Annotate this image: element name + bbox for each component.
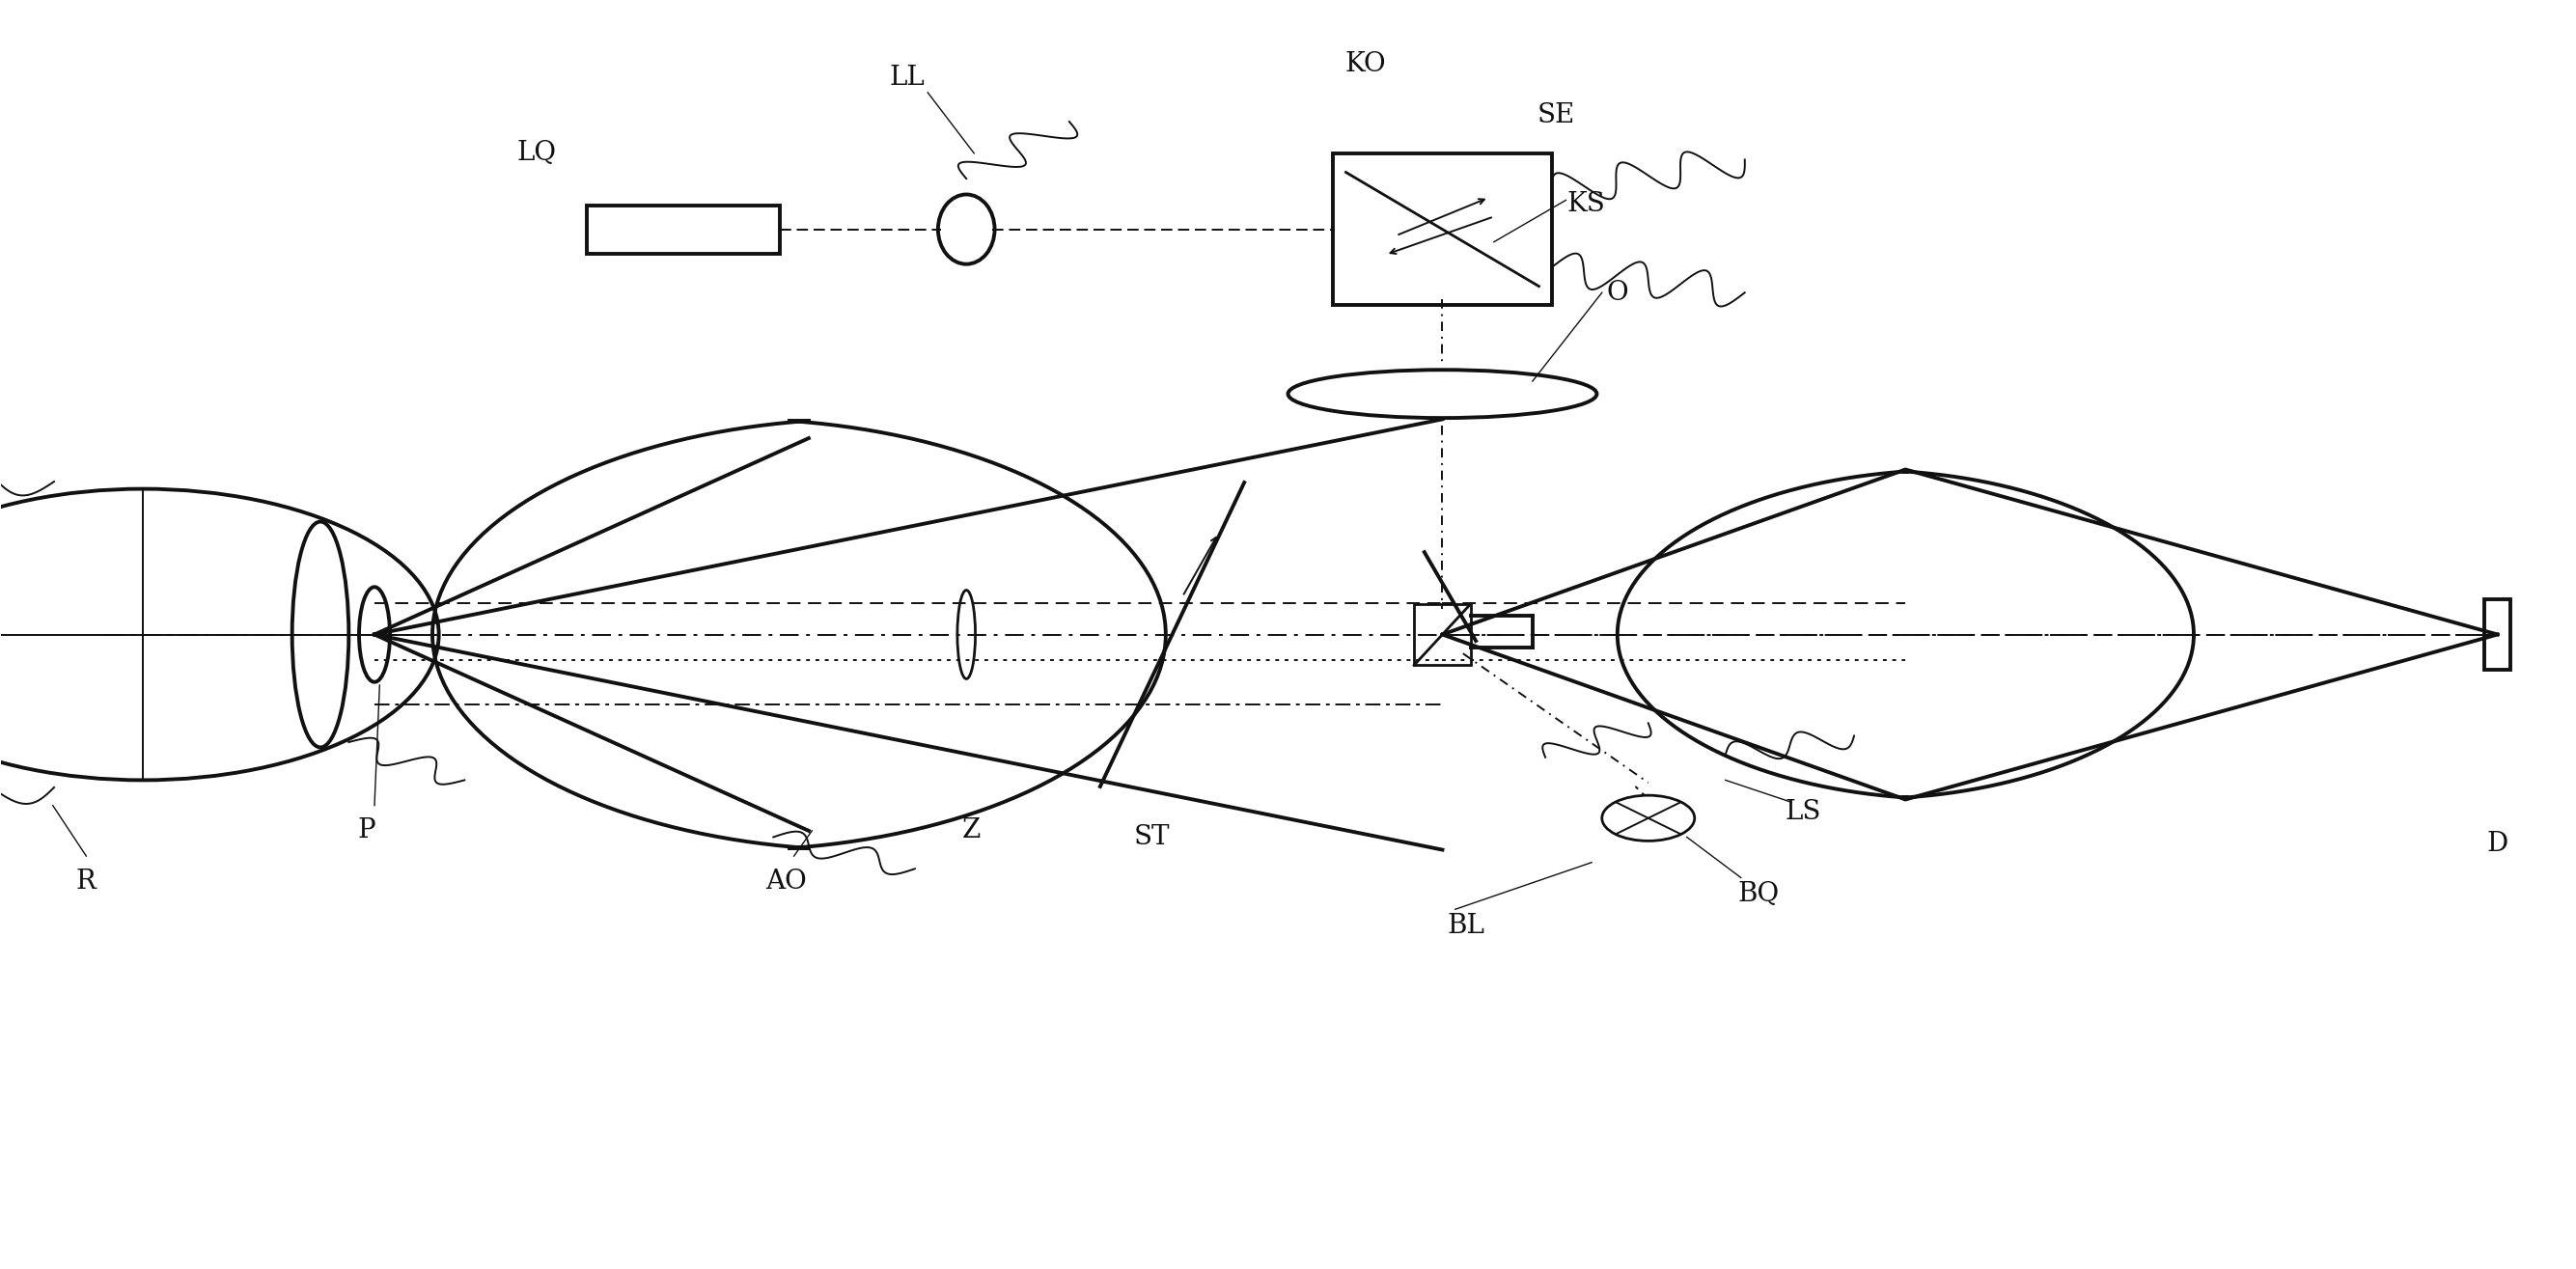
Text: O: O <box>1607 279 1628 306</box>
Text: KO: KO <box>1345 52 1386 77</box>
Text: ST: ST <box>1133 824 1170 850</box>
Text: LQ: LQ <box>518 141 556 166</box>
Text: R: R <box>77 868 95 895</box>
Text: KS: KS <box>1566 190 1605 217</box>
Bar <box>1332 154 1551 306</box>
Bar <box>1414 604 1471 665</box>
Text: P: P <box>358 817 376 844</box>
Text: LS: LS <box>1785 798 1821 825</box>
Text: Z: Z <box>961 817 981 844</box>
Text: BL: BL <box>1448 912 1484 939</box>
Text: D: D <box>2486 830 2509 857</box>
Text: SE: SE <box>1538 103 1574 128</box>
Text: BQ: BQ <box>1739 881 1780 907</box>
Text: AO: AO <box>765 868 806 895</box>
Bar <box>2486 600 2512 669</box>
Bar <box>587 206 781 254</box>
Text: LL: LL <box>889 65 925 90</box>
